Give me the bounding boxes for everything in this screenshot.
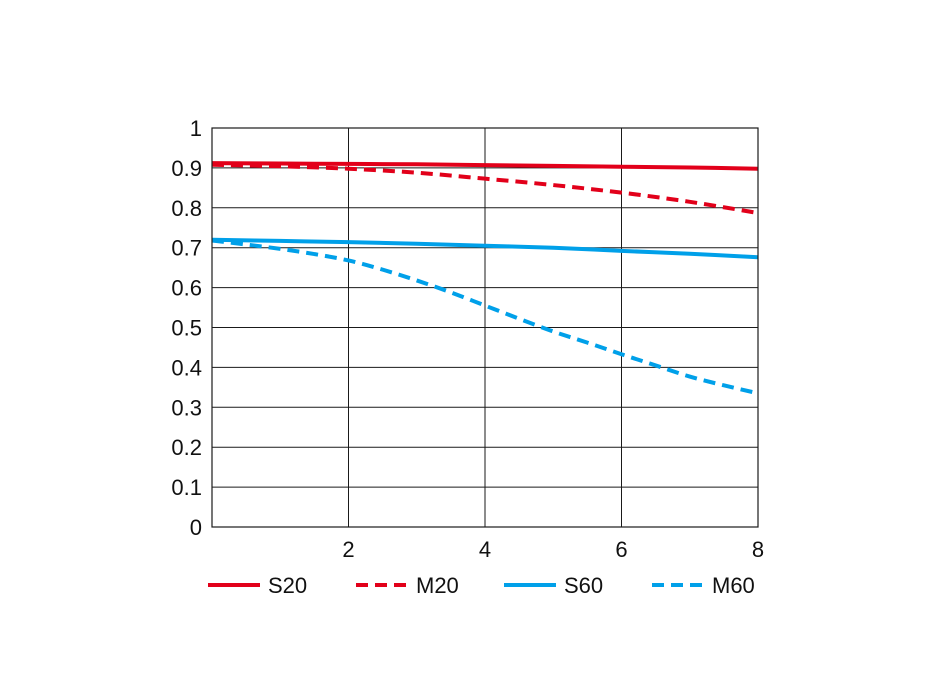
x-axis-tick-labels: 2 4 6 8 xyxy=(342,537,764,562)
legend-label-m60: M60 xyxy=(712,573,755,598)
y-tick-label: 0.6 xyxy=(171,276,202,301)
y-axis-tick-labels: 0 0.1 0.2 0.3 0.4 0.5 0.6 0.7 0.8 0.9 1 xyxy=(171,116,202,540)
legend-label-s60: S60 xyxy=(564,573,603,598)
y-tick-label: 0.7 xyxy=(171,236,202,261)
x-tick-label: 2 xyxy=(342,537,354,562)
y-tick-label: 0.3 xyxy=(171,395,202,420)
x-tick-label: 6 xyxy=(615,537,627,562)
y-tick-label: 0.5 xyxy=(171,316,202,341)
plot-frame xyxy=(211,127,759,528)
grid xyxy=(212,128,758,527)
y-tick-label: 0.9 xyxy=(171,156,202,181)
legend-label-s20: S20 xyxy=(268,573,307,598)
series-lines xyxy=(211,161,759,396)
series-line-m20 xyxy=(211,162,759,215)
y-tick-label: 0.8 xyxy=(171,196,202,221)
x-tick-label: 8 xyxy=(752,537,764,562)
series-line-s60 xyxy=(211,237,759,260)
y-tick-label: 1 xyxy=(190,116,202,141)
x-tick-label: 4 xyxy=(479,537,491,562)
series-line-s20 xyxy=(211,161,759,171)
legend: S20 M20 S60 M60 xyxy=(208,573,755,598)
y-tick-label: 0.4 xyxy=(171,355,202,380)
y-tick-label: 0.1 xyxy=(171,475,202,500)
legend-label-m20: M20 xyxy=(416,573,459,598)
y-tick-label: 0.2 xyxy=(171,435,202,460)
y-tick-label: 0 xyxy=(190,515,202,540)
